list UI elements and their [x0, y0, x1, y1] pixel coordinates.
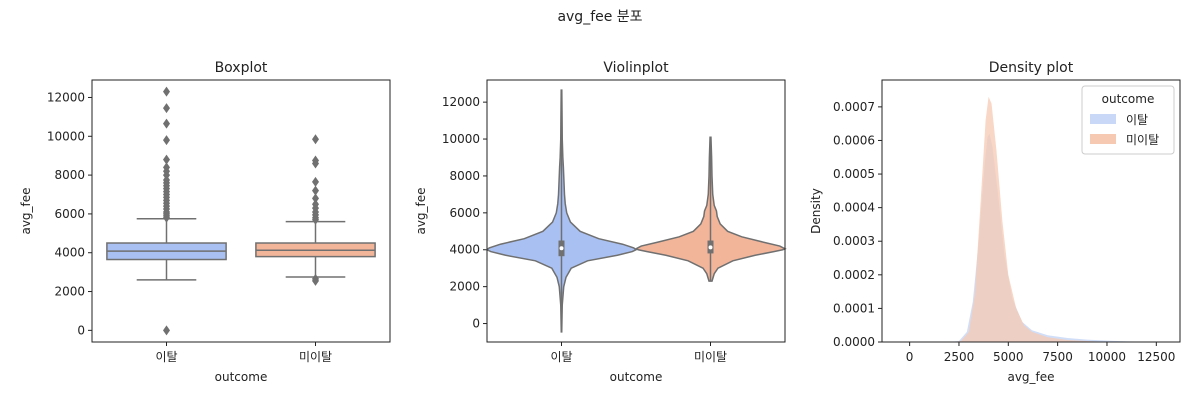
y-tick-label: 0.0004 [833, 201, 875, 215]
outlier-point [312, 134, 319, 145]
chart-title: Boxplot [215, 60, 268, 76]
y-tick-label: 10000 [442, 132, 480, 146]
y-tick-label: 8000 [449, 169, 480, 183]
outlier-point [163, 135, 170, 146]
y-tick-label: 4000 [54, 246, 85, 260]
outlier-point [312, 273, 319, 284]
outlier-point [163, 86, 170, 97]
x-tick-label: 7500 [1042, 350, 1073, 364]
y-tick-label: 0.0003 [833, 234, 875, 248]
y-tick-label: 4000 [449, 243, 480, 257]
figure-title: avg_fee 분포 [557, 9, 643, 25]
axes-frame [486, 79, 786, 343]
violin-median [559, 246, 564, 251]
outlier-point [163, 154, 170, 165]
x-tick-label: 2500 [944, 350, 975, 364]
density-area [899, 133, 1163, 342]
y-tick-label: 0.0002 [833, 268, 875, 282]
chart-title: Density plot [989, 60, 1074, 76]
violin-median [708, 245, 713, 250]
axes-frame [881, 79, 1181, 343]
outlier-point [163, 118, 170, 129]
outlier-point [312, 193, 319, 204]
outlier-point [163, 103, 170, 114]
outlier-point [312, 155, 319, 166]
y-tick-label: 2000 [449, 280, 480, 294]
x-tick-label: 미이탈 [694, 350, 727, 364]
y-tick-label: 8000 [54, 168, 85, 182]
y-tick-label: 0.0007 [833, 100, 875, 114]
y-tick-label: 0 [77, 323, 85, 337]
outlier-point [163, 162, 170, 173]
y-tick-label: 12000 [442, 95, 480, 109]
y-tick-label: 0.0000 [833, 335, 875, 349]
outlier-point [163, 325, 170, 336]
y-tick-label: 0.0005 [833, 167, 875, 181]
y-tick-label: 6000 [449, 206, 480, 220]
x-tick-label: 10000 [1088, 350, 1126, 364]
x-tick-label: 5000 [993, 350, 1024, 364]
x-tick-label: 이탈 [155, 350, 177, 364]
y-axis-label: avg_fee [414, 187, 428, 234]
legend-label: 미이탈 [1126, 133, 1159, 147]
density-area [953, 96, 1107, 343]
axes-frame [91, 79, 391, 343]
y-tick-label: 0 [472, 317, 480, 331]
chart-title: Violinplot [603, 60, 669, 76]
x-tick-label: 0 [906, 350, 914, 364]
legend-label: 이탈 [1126, 113, 1148, 127]
x-axis-label: outcome [610, 370, 663, 384]
y-tick-label: 12000 [47, 90, 85, 104]
y-tick-label: 6000 [54, 207, 85, 221]
outlier-point [312, 199, 319, 210]
x-axis-label: outcome [215, 370, 268, 384]
x-tick-label: 12500 [1137, 350, 1175, 364]
y-tick-label: 10000 [47, 129, 85, 143]
legend-swatch [1090, 134, 1116, 144]
legend-swatch [1090, 114, 1116, 124]
x-axis-label: avg_fee [1007, 370, 1054, 384]
y-tick-label: 0.0001 [833, 301, 875, 315]
y-axis-label: Density [809, 188, 823, 234]
y-tick-label: 2000 [54, 285, 85, 299]
y-tick-label: 0.0006 [833, 133, 875, 147]
outlier-point [312, 185, 319, 196]
outlier-point [312, 176, 319, 187]
y-axis-label: avg_fee [19, 187, 33, 234]
x-tick-label: 미이탈 [299, 350, 332, 364]
legend-title: outcome [1102, 92, 1155, 106]
x-tick-label: 이탈 [550, 350, 572, 364]
